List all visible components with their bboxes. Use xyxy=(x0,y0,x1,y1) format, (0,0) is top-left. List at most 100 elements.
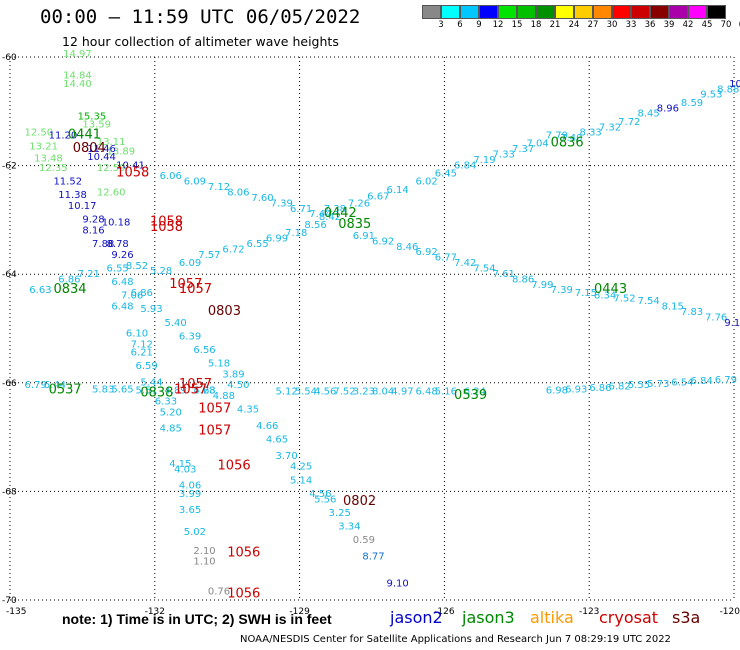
colorbar-label: 24 xyxy=(568,20,580,30)
wave-height-label: 6.45 xyxy=(435,168,457,179)
wave-height-label: 13.89 xyxy=(107,147,136,158)
wave-height-label: 6.44 xyxy=(44,380,66,391)
wave-height-label: 6.48 xyxy=(111,301,133,312)
wave-height-label: 5.02 xyxy=(184,527,206,538)
wave-height-label: 3.89 xyxy=(222,369,244,380)
wave-height-label: 5.18 xyxy=(208,359,230,370)
wave-height-label: 6.55 xyxy=(107,263,129,274)
wave-height-label: 7.38 xyxy=(324,204,346,215)
satellite-legend-s3a: s3a xyxy=(672,608,701,627)
x-tick-label: -129 xyxy=(289,607,310,617)
wave-height-label: 8.96 xyxy=(657,103,679,114)
wave-height-label: 6.59 xyxy=(135,361,157,372)
wave-height-label: 4.06 xyxy=(179,481,201,492)
wave-height-label: 8.78 xyxy=(107,239,129,250)
wave-height-label: 6.09 xyxy=(184,177,206,188)
pass-time-label: 0443 xyxy=(594,282,627,297)
wave-height-label: 6.79 xyxy=(24,380,46,391)
wave-height-label: 5.83 xyxy=(92,385,114,396)
wave-height-label: 6.24 xyxy=(464,387,486,398)
wave-height-label: 6.55 xyxy=(247,239,269,250)
wave-height-label: 0.59 xyxy=(353,535,375,546)
wave-height-label: 9.28 xyxy=(82,215,104,226)
wave-height-label: 7.99 xyxy=(531,280,553,291)
wave-height-label: 6.48 xyxy=(111,277,133,288)
wave-height-label: 12.35 xyxy=(39,163,68,174)
wave-height-label: 6.92 xyxy=(415,247,437,258)
wave-height-label: 4.85 xyxy=(160,424,182,435)
wave-height-label: 4.50 xyxy=(227,380,249,391)
colorbar-label: 39 xyxy=(663,20,675,30)
satellite-legend-cryosat: cryosat xyxy=(599,608,659,627)
wave-height-label: 7.54 xyxy=(473,263,495,274)
wave-height-label: 8.33 xyxy=(580,128,602,139)
note-text: note: 1) Time is in UTC; 2) SWH is in fe… xyxy=(62,611,332,627)
wave-height-label: 3.70 xyxy=(275,451,297,462)
wave-height-label: 8.56 xyxy=(304,220,326,231)
wave-height-label: 10.44 xyxy=(87,152,116,163)
wave-height-label: 5.44 xyxy=(140,378,162,389)
pass-time-label: 0803 xyxy=(208,304,241,319)
wave-height-label: 6.84 xyxy=(691,376,713,387)
pass-time-label: 1057 xyxy=(174,383,207,398)
satellite-legend-altika: altika xyxy=(530,608,574,627)
wave-height-label: 1.10 xyxy=(193,557,215,568)
wave-height-label: 6.14 xyxy=(386,185,408,196)
colorbar-label: 70 xyxy=(720,20,732,30)
wave-height-label: 6.92 xyxy=(372,236,394,247)
wave-height-label: 5.51 xyxy=(135,386,157,397)
wave-height-label: 8.15 xyxy=(662,301,684,312)
colorbar-swatch xyxy=(460,5,479,19)
wave-height-label: 5.28 xyxy=(193,386,215,397)
wave-height-label: 6.98 xyxy=(546,386,568,397)
wave-height-label: 6.77 xyxy=(435,253,457,264)
wave-height-label: 6.84 xyxy=(454,160,476,171)
footer-credit: NOAA/NESDIS Center for Satellite Applica… xyxy=(240,634,671,645)
wave-height-label: 12.60 xyxy=(97,187,126,198)
colorbar-label: 36 xyxy=(644,20,656,30)
wave-height-label: 8.42 xyxy=(319,212,341,223)
wave-height-label: 5.54 xyxy=(295,387,317,398)
wave-height-label: 13.59 xyxy=(82,120,111,131)
wave-height-label: 0.76 xyxy=(208,587,230,598)
wave-height-label: 7.52 xyxy=(613,293,635,304)
x-tick-label: -126 xyxy=(434,607,455,617)
wave-height-label: 7.42 xyxy=(454,258,476,269)
wave-height-label: 5.12 xyxy=(275,387,297,398)
pass-time-label: 1058 xyxy=(116,165,149,180)
wave-height-label: 6.93 xyxy=(565,385,587,396)
pass-time-label: 0804 xyxy=(73,141,106,156)
colorbar-swatch xyxy=(422,5,441,19)
wave-height-label: 5.73 xyxy=(647,379,669,390)
colorbar-label: (ft) xyxy=(735,20,740,30)
wave-height-label: 5.40 xyxy=(164,318,186,329)
pass-time-label: 0539 xyxy=(454,388,487,403)
colorbar-swatch xyxy=(593,5,612,19)
wave-height-label: 6.82 xyxy=(609,381,631,392)
chart-subtitle: 12 hour collection of altimeter wave hei… xyxy=(62,34,339,49)
wave-height-label: 6.10 xyxy=(126,329,148,340)
wave-height-label: 3.99 xyxy=(179,489,201,500)
wave-height-label: 6.21 xyxy=(131,348,153,359)
y-tick-label: -64 xyxy=(2,270,17,280)
wave-height-label: 7.76 xyxy=(705,312,727,323)
wave-height-label: 7.54 xyxy=(637,296,659,307)
wave-height-label: 3.25 xyxy=(329,508,351,519)
wave-height-label: 14.40 xyxy=(63,79,92,90)
wave-height-label: 8.59 xyxy=(681,98,703,109)
wave-height-label: 5.28 xyxy=(150,266,172,277)
wave-height-label: 5.16 xyxy=(435,387,457,398)
colorbar-swatch xyxy=(612,5,631,19)
pass-time-label: 1057 xyxy=(179,377,212,392)
wave-height-label: 12.59 xyxy=(97,163,126,174)
pass-time-label: 0442 xyxy=(324,206,357,221)
colorbar-swatch xyxy=(536,5,555,19)
colorbar-swatch xyxy=(650,5,669,19)
pass-time-label: 1058 xyxy=(150,220,183,235)
wave-height-label: 7.18 xyxy=(285,228,307,239)
wave-height-label: 9.10 xyxy=(386,578,408,589)
wave-height-label: 7.26 xyxy=(348,198,370,209)
x-tick-label: -132 xyxy=(145,607,165,617)
pass-time-label: 1057 xyxy=(169,277,202,292)
